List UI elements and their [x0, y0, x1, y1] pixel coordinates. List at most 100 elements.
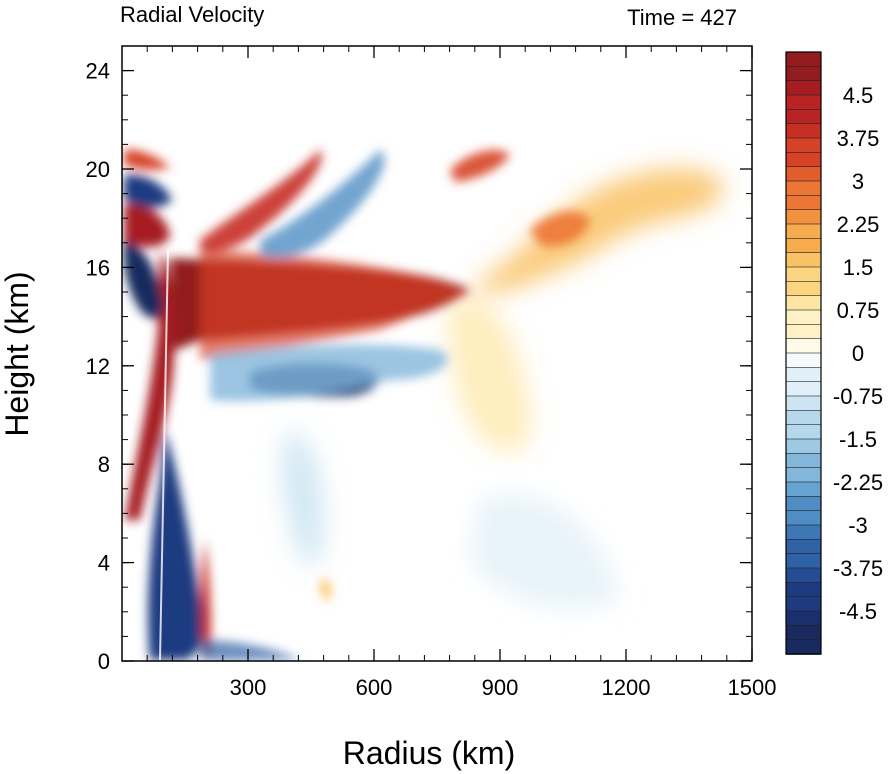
colorbar-cell: [785, 80, 822, 96]
colorbar-cell: [785, 324, 822, 340]
colorbar-cell: [785, 610, 822, 627]
colorbar-cell: [785, 625, 822, 641]
colorbar-cell: [785, 596, 822, 612]
upper-red-lobe: [124, 204, 170, 247]
x-tick-label: 1200: [602, 675, 651, 700]
colorbar-cell: [785, 252, 822, 268]
colorbar-cell: [785, 94, 822, 111]
colorbar-cell: [785, 582, 822, 598]
y-tick-label: 4: [98, 551, 110, 576]
colorbar-cell: [785, 367, 822, 383]
y-tick-label: 8: [98, 452, 110, 477]
y-axis-title: Height (km): [0, 271, 35, 436]
colorbar-cell: [785, 567, 822, 584]
colorbar-tick-label: -3: [848, 513, 868, 538]
colorbar-cell: [785, 481, 822, 498]
colorbar-tick-label: 0.75: [837, 298, 880, 323]
colorbar-cell: [785, 209, 822, 225]
time-label: Time = 427: [627, 5, 737, 30]
colorbar-tick-label: -0.75: [833, 384, 883, 409]
low-level-inflow: [200, 640, 300, 661]
broad-features: [281, 168, 724, 608]
outflow-jet-red-edge: [200, 250, 470, 360]
x-tick-label: 300: [230, 675, 267, 700]
colorbar-cell: [785, 223, 822, 240]
y-tick-label: 16: [86, 255, 110, 280]
colorbar-cell: [785, 524, 822, 541]
top-red-cap: [124, 149, 170, 170]
colorbar-tick-label: 3.75: [837, 126, 880, 151]
orange-core: [530, 211, 590, 247]
y-tick-label: 24: [86, 59, 110, 84]
colorbar-tick-label: 2.25: [837, 212, 880, 237]
colorbar-cell: [785, 152, 822, 168]
lower-blue-wisps: [281, 430, 324, 566]
colorbar-cell: [785, 553, 822, 569]
colorbar-cell: [785, 438, 822, 455]
colorbar: [785, 51, 822, 655]
colorbar-cell: [785, 166, 822, 182]
y-tick-label: 20: [86, 157, 110, 182]
colorbar-cell: [785, 381, 822, 397]
colorbar-cell: [785, 338, 822, 354]
colorbar-cell: [785, 510, 822, 526]
upper-right-orange-blob: [470, 168, 724, 293]
colorbar-cell: [785, 395, 822, 412]
upper-red-streak: [200, 150, 322, 252]
colorbar-cell: [785, 281, 822, 297]
chart-title: Radial Velocity: [120, 2, 264, 27]
colorbar-cell: [785, 195, 822, 211]
x-tick-label: 1500: [728, 675, 777, 700]
small-orange-spot: [319, 579, 332, 601]
upper-right-red-streak: [450, 150, 510, 182]
inflow-blue-band: [210, 344, 448, 402]
axis-tick-labels: 300 600 900 1200 1500 0 4 8 12 16 20 24: [86, 59, 777, 700]
colorbar-cell: [785, 123, 822, 139]
x-axis-title: Radius (km): [343, 735, 515, 771]
colorbar-cell: [785, 424, 822, 440]
colorbar-tick-label: -1.5: [839, 427, 877, 452]
y-tick-label: 0: [98, 649, 110, 674]
axis-ticks: [122, 45, 753, 662]
colorbar-cell: [785, 309, 822, 326]
upper-blue-lobe: [124, 174, 172, 208]
eyewall-red-column: [125, 250, 175, 520]
plot-frame: [121, 45, 753, 662]
sharp-features: [123, 149, 590, 661]
upper-blue-core: [123, 240, 163, 319]
colorbar-tick-label: 3: [852, 169, 864, 194]
colorbar-cell: [785, 539, 822, 555]
colorbar-cell: [785, 295, 822, 311]
colorbar-cell: [785, 410, 822, 426]
x-tick-label: 900: [482, 675, 519, 700]
colorbar-frame: [785, 51, 822, 655]
colorbar-cell: [785, 467, 822, 483]
colorbar-cell: [785, 266, 822, 283]
colorbar-tick-label: 0: [852, 341, 864, 366]
colorbar-cell: [785, 137, 822, 154]
surface-red-streak: [200, 540, 211, 655]
heatmap-field: [123, 149, 724, 661]
right-blue-wisps: [470, 494, 620, 608]
y-tick-label: 12: [86, 354, 110, 379]
colorbar-cell: [785, 352, 822, 369]
colorbar-tick-label: -2.25: [833, 470, 883, 495]
eye-boundary-line: [159, 249, 169, 661]
colorbar-cell: [785, 496, 822, 512]
colorbar-tick-label: 4.5: [843, 83, 874, 108]
colorbar-tick-label: -4.5: [839, 599, 877, 624]
colorbar-tick-label: -3.75: [833, 556, 883, 581]
colorbar-tick-label: 1.5: [843, 255, 874, 280]
colorbar-cell: [785, 453, 822, 469]
colorbar-cell: [785, 109, 822, 125]
colorbar-cell: [785, 238, 822, 254]
colorbar-cell: [785, 639, 822, 655]
colorbar-labels: 4.5 3.75 3 2.25 1.5 0.75 0 -0.75 -1.5 -2.25 -3 -3.7…: [833, 83, 883, 624]
colorbar-cell: [785, 51, 822, 68]
colorbar-cell: [785, 66, 822, 82]
colorbar-cell: [785, 180, 822, 197]
mid-yellow-region: [448, 298, 532, 452]
upper-blue-streak: [260, 150, 385, 258]
x-tick-label: 600: [356, 675, 393, 700]
